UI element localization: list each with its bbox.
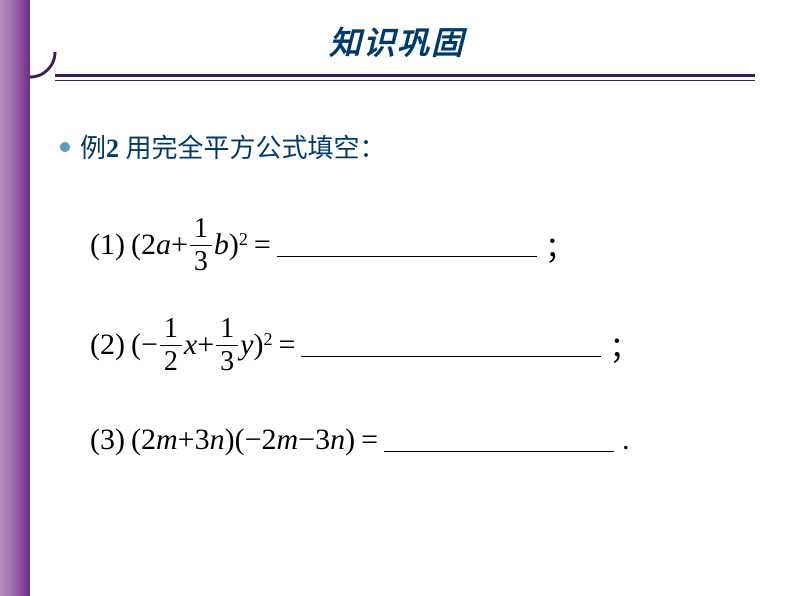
example-label: 例2 用完全平方公式填空： [80, 128, 386, 165]
item-3-p2-minus: − [298, 423, 315, 457]
item-2-close: ) [253, 328, 263, 362]
item-3: (3) (2m+3n)(−2m−3n) = . [90, 395, 639, 485]
item-2-open: ( [131, 328, 141, 362]
left-gradient-bar [0, 0, 30, 596]
item-1-tail: ； [545, 223, 575, 267]
item-2-var-x: x [184, 328, 197, 362]
page-title: 知识巩固 [0, 18, 794, 64]
item-3-p1-3: 3 [195, 423, 210, 457]
example-prefix: 例 [80, 134, 106, 163]
item-1-frac-den: 3 [190, 245, 212, 276]
item-3-label: (3) [90, 423, 125, 457]
item-1-blank [277, 233, 537, 257]
item-3-p1-close: )( [225, 423, 245, 457]
item-3-p2-close: ) [345, 423, 355, 457]
item-1-frac-num: 1 [190, 215, 212, 245]
item-3-blank [384, 428, 614, 452]
item-1-frac: 13 [190, 215, 212, 276]
item-2-frac2: 13 [216, 315, 238, 376]
item-2: (2) (−12x+13y)2 = ； [90, 295, 639, 395]
item-3-p1-open: (2 [131, 423, 156, 457]
item-3-p1-m: m [156, 423, 178, 457]
item-2-frac1-den: 2 [160, 345, 182, 376]
item-1-var-a: a [156, 228, 171, 262]
title-rule-thin [55, 80, 755, 81]
example-text: 用完全平方公式填空： [119, 134, 386, 163]
item-1-plus: + [171, 228, 188, 262]
item-2-plus: + [197, 328, 214, 362]
item-2-exp: 2 [263, 329, 272, 350]
item-3-p2-n: n [330, 423, 345, 457]
item-1: (1) (2a+13b)2 = ； [90, 195, 639, 295]
item-3-p1-plus: + [178, 423, 195, 457]
item-2-eq: = [278, 328, 295, 362]
item-1-exp: 2 [239, 229, 248, 250]
item-1-eq: = [254, 228, 271, 262]
item-3-p2-neg: −2 [245, 423, 277, 457]
item-2-neg: − [141, 328, 158, 362]
item-3-p2-m: m [276, 423, 298, 457]
item-2-var-y: y [240, 328, 253, 362]
item-1-var-b: b [214, 228, 229, 262]
item-2-frac2-den: 3 [216, 345, 238, 376]
item-1-close: ) [229, 228, 239, 262]
item-3-tail: . [622, 423, 630, 457]
item-3-eq: = [361, 423, 378, 457]
title-rule-thick [55, 74, 755, 77]
item-3-p2-3: 3 [315, 423, 330, 457]
item-2-tail: ； [609, 323, 639, 367]
math-block: (1) (2a+13b)2 = ； (2) (−12x+13y)2 = ； (3… [90, 195, 639, 485]
item-1-label: (1) [90, 228, 125, 262]
example-number: 2 [106, 134, 119, 163]
item-1-open: (2 [131, 228, 156, 262]
item-3-p1-n: n [210, 423, 225, 457]
example-heading: 例2 用完全平方公式填空： [60, 128, 639, 165]
item-2-blank [301, 333, 601, 357]
content-area: 例2 用完全平方公式填空： (1) (2a+13b)2 = ； (2) (−12… [60, 128, 639, 485]
bullet-icon [60, 142, 70, 152]
item-2-frac1-num: 1 [160, 315, 182, 345]
item-2-frac2-num: 1 [216, 315, 238, 345]
item-2-label: (2) [90, 328, 125, 362]
item-2-frac1: 12 [160, 315, 182, 376]
